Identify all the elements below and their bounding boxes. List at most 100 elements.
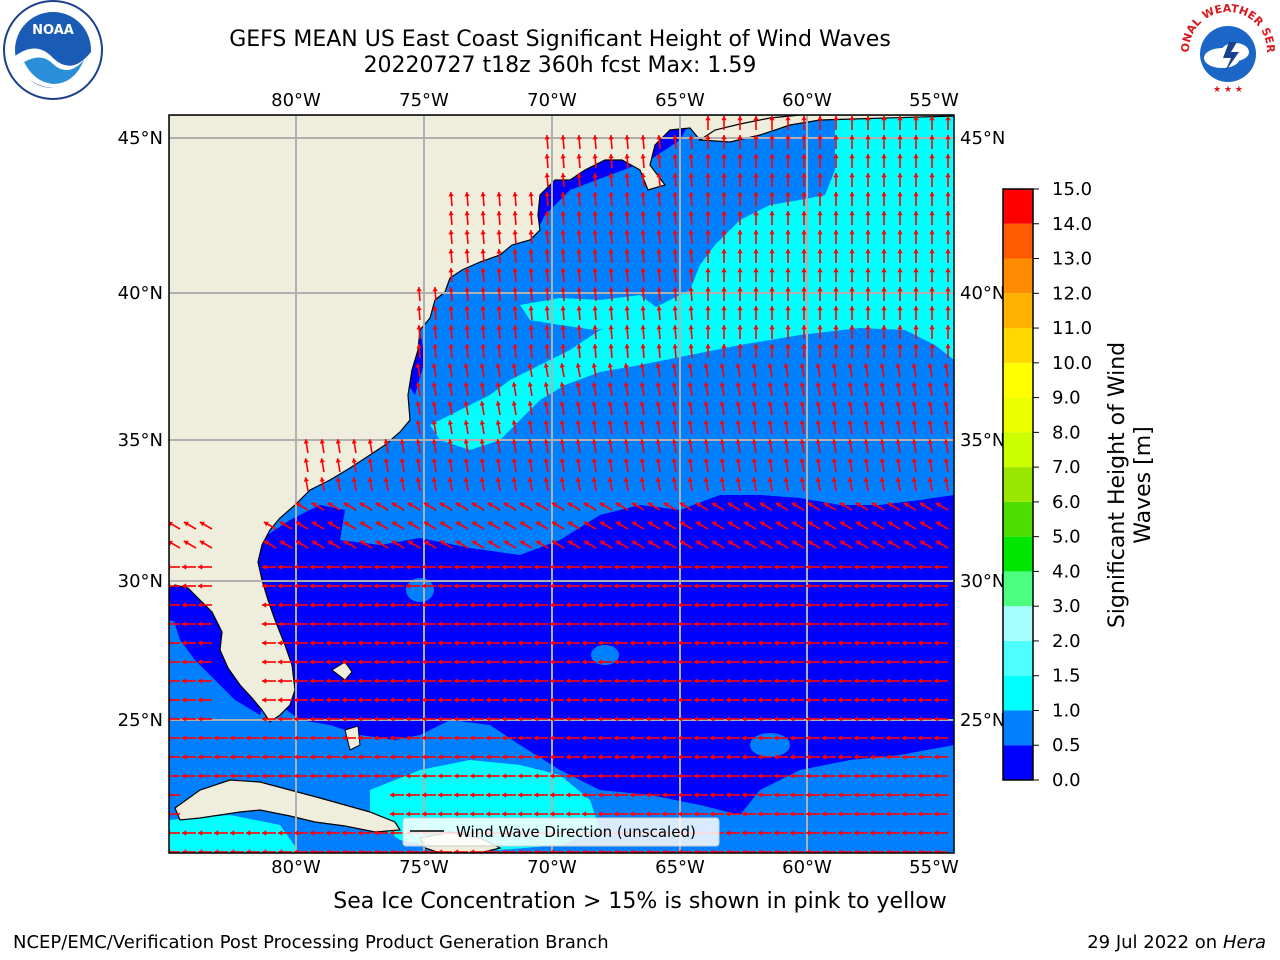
wave-direction-arrowhead bbox=[785, 230, 791, 235]
wave-direction-arrowhead bbox=[769, 173, 775, 178]
wave-direction-arrowhead bbox=[672, 135, 678, 140]
wave-direction-arrowhead bbox=[495, 363, 501, 368]
wave-direction-arrowhead bbox=[911, 363, 917, 368]
wave-direction-arrowhead bbox=[534, 621, 539, 627]
lat-label: 25°N bbox=[118, 710, 163, 731]
wave-direction-arrowhead bbox=[326, 830, 331, 836]
wave-direction-arrowhead bbox=[918, 830, 923, 836]
wave-direction-arrowhead bbox=[431, 458, 437, 463]
wind-wave-direction-arrows bbox=[169, 116, 951, 853]
wave-direction-arrowhead bbox=[406, 659, 411, 665]
wave-direction-arrowhead bbox=[416, 306, 422, 311]
wave-direction-arrowhead bbox=[582, 735, 587, 741]
footer-credit: NCEP/EMC/Verification Post Processing Pr… bbox=[13, 932, 609, 953]
wave-direction-arrowhead bbox=[614, 716, 619, 722]
wave-direction-arrowhead bbox=[374, 735, 379, 741]
wave-direction-arrowhead bbox=[623, 382, 629, 387]
wave-direction-arrowhead bbox=[737, 249, 743, 254]
wave-direction-arrowhead bbox=[495, 439, 501, 444]
wave-direction-arrowhead bbox=[927, 420, 933, 425]
wave-direction-arrowhead bbox=[662, 773, 667, 779]
wave-direction-arrowhead bbox=[415, 477, 421, 482]
wave-direction-arrowhead bbox=[518, 754, 523, 760]
wave-direction-arrowhead bbox=[646, 811, 651, 817]
wave-direction-arrowhead bbox=[496, 230, 502, 235]
wave-direction-arrowhead bbox=[614, 659, 619, 665]
wave-direction-arrowhead bbox=[881, 154, 887, 159]
wave-direction-arrowhead bbox=[486, 697, 491, 703]
wave-direction-arrowhead bbox=[672, 192, 678, 197]
wave-direction-arrowhead bbox=[735, 401, 741, 406]
wave-direction-arrowhead bbox=[918, 621, 923, 627]
wave-direction-arrowhead bbox=[591, 382, 597, 387]
wave-direction-arrowhead bbox=[262, 659, 267, 665]
colorbar-swatch bbox=[1003, 362, 1033, 398]
wave-direction-arrowhead bbox=[406, 602, 411, 608]
wave-direction-arrowhead bbox=[527, 382, 533, 387]
wave-direction-arrowhead bbox=[806, 716, 811, 722]
wave-direction-arrowhead bbox=[943, 477, 949, 482]
wave-direction-arrowhead bbox=[865, 287, 871, 292]
wave-direction-arrowhead bbox=[831, 363, 837, 368]
wave-direction-arrowhead bbox=[598, 583, 603, 589]
wave-direction-arrowhead bbox=[838, 849, 843, 853]
land-bahamas bbox=[331, 661, 361, 751]
wave-direction-arrowhead bbox=[511, 458, 517, 463]
wave-direction-arrowhead bbox=[512, 306, 518, 311]
wave-direction-arrowhead bbox=[518, 564, 523, 570]
wave-direction-arrowhead bbox=[737, 211, 743, 216]
wave-direction-arrowhead bbox=[416, 344, 422, 349]
wave-direction-arrowhead bbox=[694, 849, 699, 853]
wave-direction-arrowhead bbox=[695, 502, 701, 508]
wave-direction-arrowhead bbox=[390, 640, 395, 646]
wave-direction-arrowhead bbox=[838, 716, 843, 722]
wave-direction-arrowhead bbox=[656, 268, 662, 273]
wave-direction-arrowhead bbox=[806, 811, 811, 817]
wave-direction-arrowhead bbox=[415, 382, 421, 387]
wave-direction-arrowhead bbox=[278, 830, 283, 836]
wave-direction-arrowhead bbox=[646, 754, 651, 760]
wave-direction-arrowhead bbox=[406, 640, 411, 646]
wave-direction-arrowhead bbox=[774, 811, 779, 817]
wave-direction-arrowhead bbox=[726, 659, 731, 665]
wave-direction-arrowhead bbox=[897, 268, 903, 273]
wave-direction-arrowhead bbox=[630, 792, 635, 798]
wave-direction-arrowhead bbox=[886, 697, 891, 703]
wave-direction-arrowhead bbox=[294, 602, 299, 608]
wave-direction-arrowhead bbox=[527, 401, 533, 406]
wave-direction-arrowhead bbox=[502, 583, 507, 589]
wave-direction-arrowhead bbox=[447, 458, 453, 463]
wave-direction-arrowhead bbox=[623, 420, 629, 425]
wave-direction-arrowhead bbox=[790, 602, 795, 608]
wave-direction-arrowhead bbox=[847, 458, 853, 463]
footer-date: 29 Jul 2022 on Hera bbox=[1087, 932, 1266, 953]
wave-direction-arrowhead bbox=[945, 230, 951, 235]
wave-direction-arrowhead bbox=[721, 154, 727, 159]
wave-direction-arrowhead bbox=[614, 564, 619, 570]
wave-direction-arrowhead bbox=[512, 344, 518, 349]
wave-direction-arrowhead bbox=[839, 540, 845, 546]
wave-direction-arrowhead bbox=[678, 792, 683, 798]
wave-direction-arrowhead bbox=[801, 344, 807, 349]
wave-direction-arrowhead bbox=[913, 287, 919, 292]
wave-direction-arrowhead bbox=[672, 173, 678, 178]
wave-direction-arrowhead bbox=[662, 735, 667, 741]
colorbar-swatch bbox=[1003, 293, 1033, 329]
wave-direction-arrowhead bbox=[735, 363, 741, 368]
wave-direction-arrowhead bbox=[863, 401, 869, 406]
wave-direction-arrowhead bbox=[535, 521, 541, 527]
wave-direction-arrowhead bbox=[672, 154, 678, 159]
land-north-america bbox=[169, 115, 802, 723]
wave-direction-arrowhead bbox=[817, 249, 823, 254]
wave-direction-arrowhead bbox=[687, 439, 693, 444]
wave-direction-arrowhead bbox=[719, 439, 725, 444]
wave-direction-arrowhead bbox=[342, 830, 347, 836]
wave-direction-arrowhead bbox=[374, 697, 379, 703]
wave-direction-arrowhead bbox=[544, 211, 550, 216]
wave-direction-arrowhead bbox=[679, 502, 685, 508]
wave-direction-arrowhead bbox=[454, 792, 459, 798]
wave-direction-arrowhead bbox=[640, 192, 646, 197]
wave-direction-arrowhead bbox=[639, 401, 645, 406]
wave-direction-arrowhead bbox=[327, 502, 333, 508]
wave-direction-arrowhead bbox=[447, 363, 453, 368]
